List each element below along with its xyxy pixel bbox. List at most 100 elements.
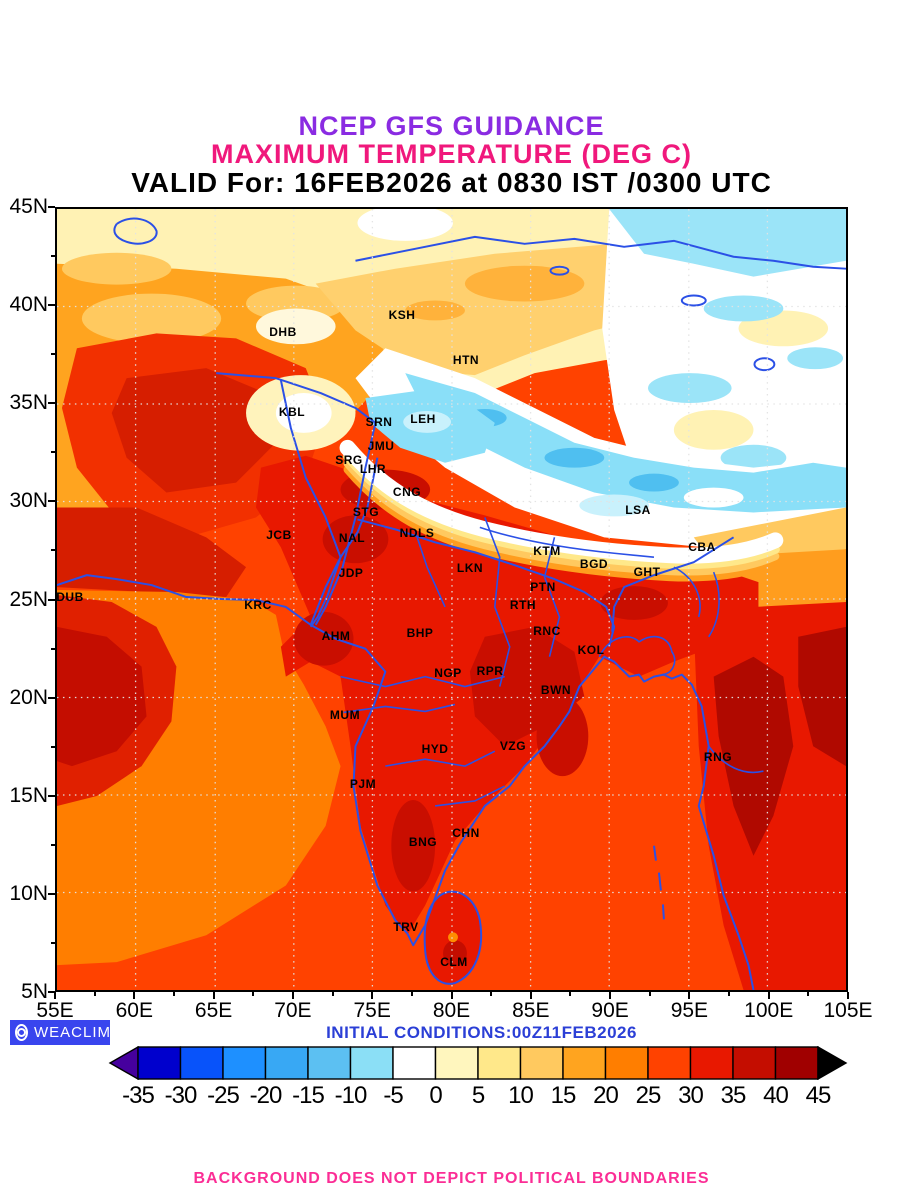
station-label-ght: GHT [633,565,661,579]
lat-tick-label: 20N [9,685,48,709]
station-label-vzg: VZG [499,739,527,753]
colorbar-segment [434,1046,479,1080]
station-label-krc: KRC [244,598,272,612]
station-label-stg: STG [352,505,380,519]
station-label-mum: MUM [329,708,361,722]
station-label-chn: CHN [452,826,480,840]
colorbar-label: -25 [207,1082,240,1109]
temperature-map: KSH DHB HTN KBL SRN LEH JMU SRG LHR CNG STG NDLS JCB… [55,207,848,992]
colorbar-label: 45 [805,1082,832,1109]
colorbar-segment [774,1046,819,1080]
colorbar-label: -10 [334,1082,368,1109]
colorbar-segment [647,1046,692,1080]
colorbar-segment [604,1046,649,1080]
colorbar-label: 5 [471,1082,485,1109]
initial-conditions-text: INITIAL CONDITIONS:00Z11FEB2026 [326,1023,637,1042]
lon-tick-label: 85E [512,999,550,1022]
weaclim-ring-icon [15,1024,28,1041]
colorbar-segment [264,1046,309,1080]
station-label-ngp: NGP [434,666,462,680]
colorbar-segment [732,1046,777,1080]
lon-tick-label: 105E [823,999,873,1022]
station-label-ksh: KSH [388,308,416,322]
colorbar-segment [562,1046,607,1080]
lon-tick-label: 100E [744,999,794,1022]
lon-tick-label: 70E [274,999,312,1022]
lon-tick-label: 95E [670,999,709,1022]
colorbar-label: 35 [720,1082,747,1109]
page-title: NCEP GFS GUIDANCE [298,111,605,141]
colorbar-segment [349,1046,394,1080]
station-label-lsa: LSA [625,503,651,517]
station-label-rpr: RPR [476,664,504,678]
station-label-bwn: BWN [540,683,572,697]
station-label-cng: CNG [392,485,422,499]
station-label-jmu: JMU [367,439,395,453]
colorbar-segment [477,1046,522,1080]
station-label-srn: SRN [365,415,393,429]
station-label-rng: RNG [703,750,733,764]
colorbar-segment [179,1046,224,1080]
colorbar-label: 10 [508,1082,534,1109]
station-label-kbl: KBL [278,405,306,419]
chart-subtitle: MAXIMUM TEMPERATURE (DEG C) [211,139,692,169]
lon-tick-label: 60E [115,999,153,1022]
colorbar-label: -15 [292,1082,325,1109]
station-label-hyd: HYD [421,742,449,756]
station-label-rnc: RNC [533,624,561,638]
colorbar-label: -30 [164,1082,198,1109]
station-label-htn: HTN [452,353,480,367]
colorbar-segment [307,1046,352,1080]
station-label-leh: LEH [410,412,436,426]
colorbar-label: 30 [678,1082,704,1109]
colorbar-label: 25 [635,1082,662,1109]
station-label-ahm: AHM [321,629,351,643]
lat-tick-label: 10N [9,881,48,905]
lat-tick-label: 40N [9,293,48,317]
station-label-clm: CLM [440,955,468,969]
lat-tick-label: 30N [9,489,48,513]
lon-tick-label: 80E [432,999,471,1022]
station-label-nal: NAL [338,531,366,545]
lat-tick-label: 25N [9,587,48,611]
colorbar-label: 15 [550,1082,577,1109]
station-label-kol: KOL [577,643,605,657]
station-label-rth: RTH [509,598,537,612]
colorbar-label: 0 [429,1082,442,1109]
colorbar-label: 20 [593,1082,619,1109]
lat-tick-label: 45N [9,195,48,218]
station-label-bng: BNG [408,835,438,849]
colorbar-label: 40 [763,1082,789,1109]
station-label-ndls: NDLS [399,526,435,540]
weaclim-logo: WEACLIM [10,1020,110,1045]
station-label-trv: TRV [393,920,419,934]
lon-tick-label: 75E [353,999,391,1022]
station-label-ptn: PTN [530,580,556,594]
lat-tick-label: 35N [9,391,48,415]
station-label-bgd: BGD [579,557,609,571]
lon-tick-label: 55E [36,999,74,1022]
lon-tick-label: 65E [194,999,233,1022]
station-label-bhp: BHP [406,626,434,640]
station-label-jcb: JCB [266,528,292,542]
lat-tick-label: 15N [9,783,48,807]
lon-tick-label: 90E [591,999,629,1022]
station-label-dub: DUB [56,590,84,604]
station-label-cba: CBA [688,540,716,554]
temperature-colorbar [108,1046,848,1080]
lat-tick-label: 5N [21,980,48,1003]
station-label-ktm: KTM [533,544,561,558]
colorbar-label: -35 [122,1082,155,1109]
valid-time-line: VALID For: 16FEB2026 at 0830 IST /0300 U… [131,167,772,198]
colorbar-segment [222,1046,267,1080]
colorbar-segment [137,1046,182,1080]
station-label-pjm: PJM [349,777,377,791]
station-label-lhr: LHR [359,462,387,476]
station-label-jdp: JDP [338,566,364,580]
colorbar-segment [519,1046,564,1080]
weaclim-logo-text: WEACLIM [34,1024,112,1041]
station-label-dhb: DHB [269,325,297,339]
station-label-srg: SRG [335,453,363,467]
colorbar-segment [392,1046,437,1080]
